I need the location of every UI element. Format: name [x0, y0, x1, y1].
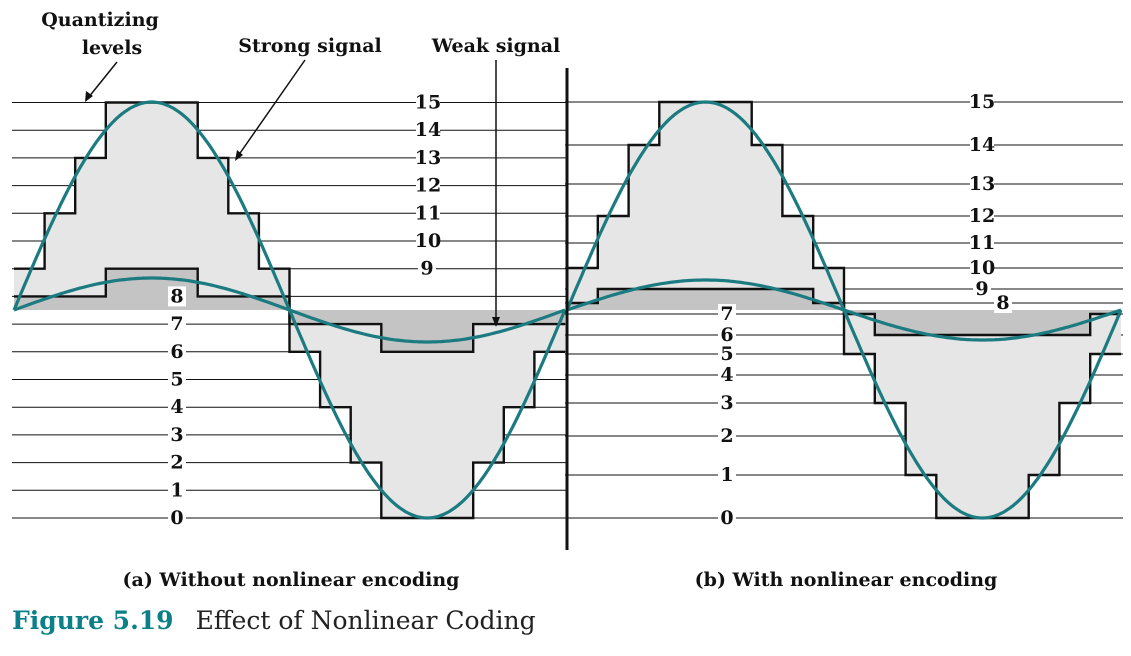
b-level-label: 10	[969, 257, 995, 279]
b-level-label-bg	[718, 304, 736, 324]
a-level-label-bg	[416, 147, 440, 168]
a-level-label-bg	[416, 120, 440, 141]
b-level-label: 11	[969, 232, 995, 254]
a-level-label-bg	[416, 203, 440, 224]
b-level-label-bg	[973, 279, 991, 299]
b-level-label-bg	[718, 393, 736, 413]
a-level-label: 4	[170, 396, 183, 418]
a-level-label-bg	[168, 397, 186, 418]
b-level-label-bg	[970, 206, 994, 226]
b-level-label-bg	[718, 365, 736, 385]
quantizing-levels-label-line2: levels	[82, 37, 142, 59]
a-level-label-bg	[168, 314, 186, 335]
b-level-label: 8	[996, 292, 1009, 314]
quantizing-levels-label-line1: Quantizing	[41, 9, 159, 31]
b-level-label: 7	[720, 303, 733, 325]
b-level-label-bg	[718, 344, 736, 364]
a-level-label: 1	[170, 479, 183, 501]
a-level-label: 10	[415, 230, 441, 252]
a-level-label-bg	[168, 480, 186, 501]
b-level-label: 1	[720, 464, 733, 486]
a-level-label-bg	[416, 92, 440, 113]
b-level-label-bg	[994, 293, 1012, 313]
quantizing-levels-arrowhead	[85, 91, 93, 102]
b-level-label-bg	[718, 508, 736, 528]
panel-a-caption: (a) Without nonlinear encoding	[123, 569, 460, 591]
weak-signal-arrowhead	[492, 317, 500, 327]
b-level-label: 15	[969, 91, 995, 113]
a-level-label: 13	[415, 147, 441, 169]
panel-a-signal-curves	[12, 100, 567, 520]
b-level-label-bg	[970, 233, 994, 253]
a-level-label: 9	[420, 258, 433, 280]
a-level-label-bg	[168, 452, 186, 473]
panel-b-signal-curves	[565, 100, 1123, 520]
b-level-label-bg	[970, 92, 994, 112]
b-level-label: 3	[720, 392, 733, 414]
a-level-label: 11	[415, 202, 441, 224]
b-level-label-bg	[970, 258, 994, 278]
b-level-label: 6	[720, 324, 733, 346]
b-level-label: 5	[720, 343, 733, 365]
a-level-label: 5	[170, 369, 183, 391]
a-level-label: 8	[170, 285, 183, 307]
figure-number: Figure 5.19	[12, 606, 174, 635]
figure-caption: Figure 5.19 Effect of Nonlinear Coding	[12, 606, 536, 635]
a-level-label-bg	[168, 369, 186, 390]
panel-b-caption: (b) With nonlinear encoding	[695, 569, 998, 591]
weak-signal-label: Weak signal	[431, 35, 561, 57]
b-level-label: 0	[720, 507, 733, 529]
a-level-label-bg	[416, 231, 440, 251]
b-level-label: 9	[975, 278, 988, 300]
strong-signal-label: Strong signal	[238, 35, 381, 57]
strong-signal-arrow	[237, 59, 306, 157]
a-level-label-bg	[168, 424, 186, 445]
b-level-label-bg	[718, 465, 736, 485]
a-level-label: 6	[170, 341, 183, 363]
b-level-label: 13	[969, 173, 995, 195]
b-level-label: 4	[720, 364, 733, 386]
a-level-label-bg	[418, 258, 436, 279]
a-level-label: 7	[170, 313, 183, 335]
a-level-label-bg	[168, 286, 186, 307]
a-level-label: 12	[415, 175, 441, 197]
b-level-label-bg	[970, 174, 994, 194]
b-level-label-bg	[970, 135, 994, 155]
a-level-label-bg	[168, 341, 186, 362]
b-weak-signal-curve	[566, 278, 1122, 342]
a-level-label-bg	[416, 175, 440, 196]
quantizing-levels-arrow	[87, 61, 118, 99]
a-level-label: 0	[170, 507, 183, 529]
a-level-label-bg	[168, 508, 186, 528]
a-weak-signal-curve	[13, 276, 566, 344]
strong-signal-arrowhead	[235, 150, 243, 161]
a-level-label: 3	[170, 424, 183, 446]
a-level-label: 2	[170, 452, 183, 474]
b-level-label: 2	[720, 425, 733, 447]
b-level-label-bg	[718, 325, 736, 345]
a-level-label: 15	[415, 92, 441, 114]
figure-title: Effect of Nonlinear Coding	[195, 606, 536, 635]
a-level-label: 14	[415, 119, 441, 141]
b-level-label-bg	[718, 426, 736, 446]
b-level-label: 14	[969, 134, 995, 156]
b-level-label: 12	[969, 205, 995, 227]
